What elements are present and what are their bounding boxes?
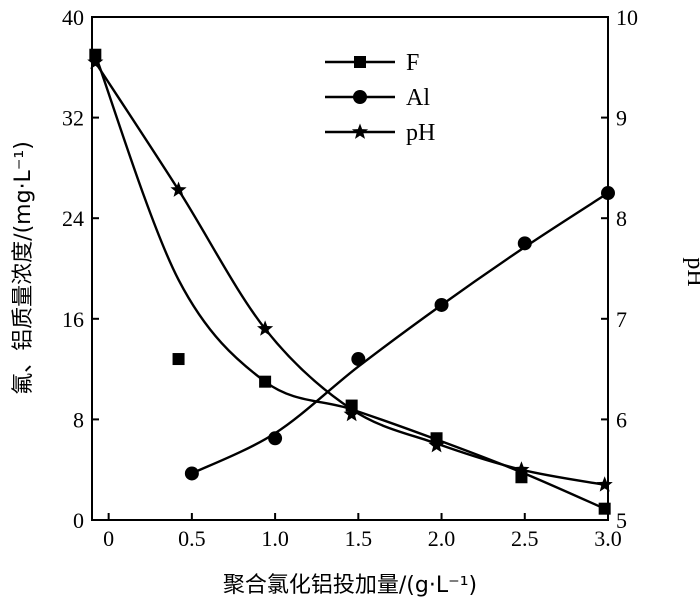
plot-frame <box>91 16 609 521</box>
y-left-tick-label: 0 <box>73 508 84 533</box>
fit-curves <box>94 54 609 510</box>
x-tick-label: 0.5 <box>178 526 206 551</box>
legend-marker-ph <box>351 123 369 139</box>
y-left-tick-label: 16 <box>62 307 84 332</box>
y-right-tick-label: 8 <box>616 206 627 231</box>
data-point-al <box>351 352 366 367</box>
data-point-f <box>259 375 272 388</box>
data-point-ph <box>596 476 613 492</box>
y-axis-title-left: 氟、铝质量浓度/(mg·L⁻¹) <box>11 141 36 395</box>
data-point-al <box>601 186 615 201</box>
y-right-tick-label: 10 <box>616 5 638 30</box>
data-point-f <box>345 399 358 412</box>
y-right-tick-label: 6 <box>616 407 627 432</box>
y-right-tick-label: 5 <box>616 508 627 533</box>
x-tick-label: 2.5 <box>511 526 539 551</box>
axis-ticks <box>92 16 609 521</box>
data-point-f <box>172 353 185 366</box>
y-left-tick-label: 40 <box>62 5 84 30</box>
data-point-ph <box>513 461 530 477</box>
data-point-ph <box>170 181 187 197</box>
legend: F Al pH <box>325 50 435 146</box>
data-point-al <box>517 236 532 251</box>
legend-marker-al <box>353 90 367 104</box>
y-left-tick-label: 24 <box>62 206 84 231</box>
y-left-tick-label: 32 <box>62 106 84 131</box>
x-tick-label: 1.5 <box>345 526 373 551</box>
y-right-tick-label: 7 <box>616 307 627 332</box>
x-axis-title: 聚合氯化铝投加量/(g·L⁻¹) <box>223 573 477 598</box>
data-point-ph <box>343 405 360 422</box>
data-point-ph <box>87 53 104 70</box>
data-point-ph <box>257 320 274 336</box>
tick-labels: 0 0.5 1.0 1.5 2.0 2.5 3.0 0 8 16 24 32 40 5 6 7 8 9 10 <box>62 5 638 551</box>
legend-label-ph: pH <box>406 120 435 146</box>
data-point-al <box>434 297 449 312</box>
y-left-tick-label: 8 <box>73 407 84 432</box>
fit-curve-ph <box>94 61 605 486</box>
legend-marker-f <box>354 56 366 68</box>
x-tick-label: 1.0 <box>261 526 289 551</box>
plot-border <box>91 16 609 521</box>
fit-curve-f <box>94 54 606 510</box>
y-right-tick-label: 9 <box>616 106 627 131</box>
data-point-f <box>598 502 611 515</box>
data-point-al <box>184 466 199 481</box>
y-axis-title-right: pH <box>682 257 700 286</box>
x-tick-label: 2.0 <box>428 526 456 551</box>
data-markers <box>87 48 615 515</box>
legend-label-al: Al <box>406 85 430 111</box>
data-point-al <box>268 431 283 446</box>
legend-label-f: F <box>406 50 419 76</box>
x-tick-label: 3.0 <box>594 526 622 551</box>
data-point-ph <box>428 437 445 453</box>
x-tick-label: 0 <box>103 526 114 551</box>
